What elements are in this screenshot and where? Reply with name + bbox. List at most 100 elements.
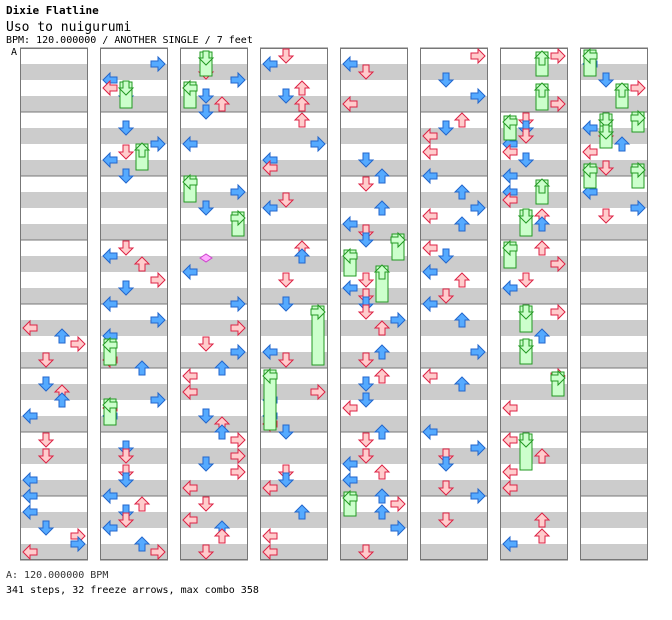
beat-stripe [20, 64, 88, 80]
beat-stripe [100, 480, 168, 496]
down-arrow [117, 280, 135, 296]
left-arrow [502, 479, 518, 497]
beat-stripe [500, 128, 568, 144]
right-arrow [470, 439, 486, 457]
up-arrow [373, 344, 391, 360]
up-arrow [373, 200, 391, 216]
left-arrow [502, 431, 518, 449]
beat-stripe [20, 224, 88, 240]
right-arrow [470, 47, 486, 65]
right-arrow [390, 495, 406, 513]
down-arrow [117, 512, 135, 528]
left-arrow [582, 119, 598, 137]
beat-stripe [340, 352, 408, 368]
beat-stripe [500, 416, 568, 432]
column-border [260, 48, 328, 560]
beat-stripe [340, 128, 408, 144]
left-arrow [502, 399, 518, 417]
up-arrow [533, 216, 551, 232]
beat-stripe [420, 256, 488, 272]
beat-stripe [20, 192, 88, 208]
chart-column [20, 47, 88, 561]
right-arrow [230, 431, 246, 449]
left-arrow [262, 527, 278, 545]
right-arrow [630, 199, 646, 217]
up-freeze-head [613, 82, 631, 98]
left-arrow [102, 79, 118, 97]
up-arrow [133, 496, 151, 512]
chart-info: BPM: 120.000000 / ANOTHER SINGLE / 7 fee… [6, 35, 253, 46]
column-border [20, 48, 88, 560]
down-freeze-head [597, 124, 615, 140]
down-freeze-head [517, 432, 535, 448]
beat-stripe [420, 224, 488, 240]
left-arrow [422, 263, 438, 281]
beat-stripe [340, 448, 408, 464]
up-arrow [293, 504, 311, 520]
up-arrow [533, 448, 551, 464]
left-arrow [422, 143, 438, 161]
down-arrow [597, 72, 615, 88]
up-arrow [373, 320, 391, 336]
right-arrow [470, 487, 486, 505]
beat-stripe [420, 64, 488, 80]
left-arrow [182, 263, 198, 281]
up-arrow [373, 368, 391, 384]
beat-stripe [420, 192, 488, 208]
beat-stripe [580, 96, 648, 112]
beat-stripe [180, 448, 248, 464]
left-arrow [22, 319, 38, 337]
down-arrow [197, 200, 215, 216]
up-freeze-head [533, 82, 551, 98]
beat-stripe [260, 320, 328, 336]
left-arrow [102, 151, 118, 169]
right-arrow [150, 135, 166, 153]
beat-stripe [20, 416, 88, 432]
beat-stripe [500, 512, 568, 528]
mine-mark [199, 253, 213, 263]
down-freeze-head [517, 338, 535, 354]
right-freeze-head [630, 161, 646, 179]
down-arrow [357, 376, 375, 392]
left-arrow [182, 479, 198, 497]
chart-column [260, 47, 328, 561]
beat-stripe [500, 480, 568, 496]
beat-stripe [580, 416, 648, 432]
right-arrow [150, 311, 166, 329]
beat-stripe [340, 64, 408, 80]
right-freeze-head [390, 231, 406, 249]
beat-stripe [20, 512, 88, 528]
beat-stripe [340, 96, 408, 112]
beat-stripe [20, 288, 88, 304]
beat-stripe [180, 128, 248, 144]
up-arrow [133, 536, 151, 552]
down-arrow [277, 424, 295, 440]
beat-stripe [100, 160, 168, 176]
beat-stripe [420, 448, 488, 464]
beat-stripe [260, 160, 328, 176]
right-arrow [390, 519, 406, 537]
down-arrow [37, 448, 55, 464]
down-arrow [277, 472, 295, 488]
song-title: Uso to nuigurumi [6, 20, 132, 35]
beat-stripe [340, 416, 408, 432]
beat-stripe [260, 416, 328, 432]
down-arrow [117, 120, 135, 136]
right-arrow [230, 295, 246, 313]
beat-stripe [580, 128, 648, 144]
right-arrow [230, 447, 246, 465]
left-arrow [422, 239, 438, 257]
beat-stripe [20, 128, 88, 144]
left-arrow [182, 367, 198, 385]
down-freeze-head [197, 50, 215, 66]
beat-stripe [340, 160, 408, 176]
beat-stripe [20, 96, 88, 112]
left-arrow [422, 423, 438, 441]
down-freeze-head [517, 304, 535, 320]
left-arrow [182, 135, 198, 153]
right-arrow [550, 255, 566, 273]
beat-stripe [500, 384, 568, 400]
beat-stripe [180, 64, 248, 80]
beat-stripe [340, 192, 408, 208]
beat-stripe [20, 352, 88, 368]
